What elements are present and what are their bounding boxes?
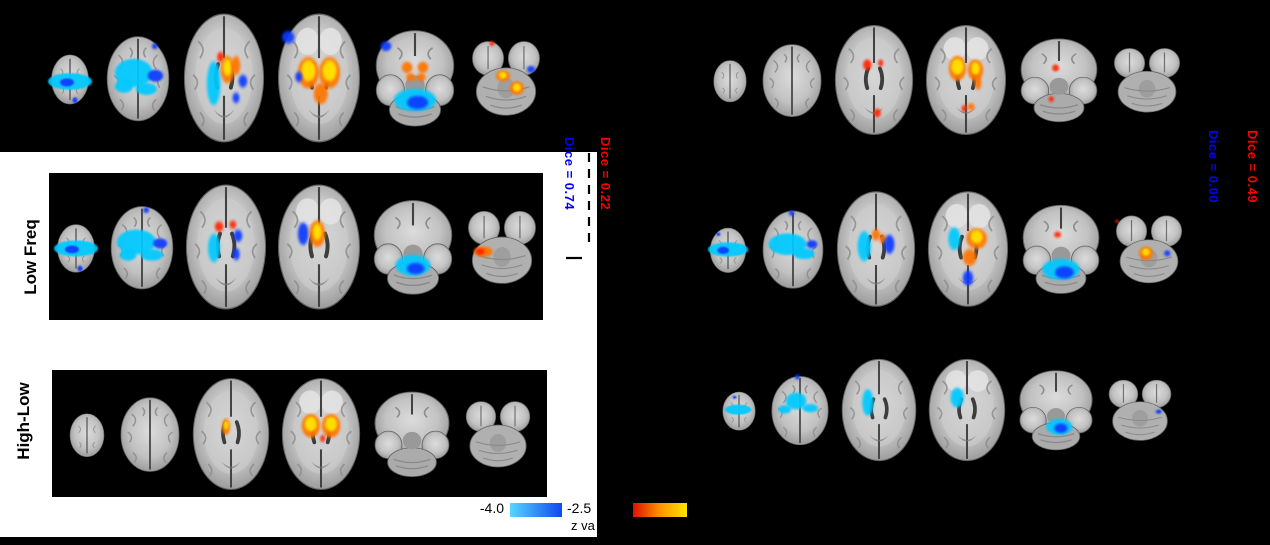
brain-slice [771, 374, 829, 446]
dice-label-left-blue: Dice = 0.74 [562, 137, 577, 211]
brain-slice [713, 60, 747, 103]
brain-slice [69, 412, 105, 457]
brain-slice [374, 391, 450, 477]
brain-slice [185, 183, 267, 310]
dice-label-right-red: Dice = 0.49 [1245, 130, 1260, 204]
brain-slice [277, 183, 361, 310]
brain-slice [927, 191, 1008, 307]
brain-slice [472, 40, 540, 116]
brain-slice [48, 54, 92, 105]
brain-slice [183, 13, 265, 143]
colorbar-axis-label: z va [571, 518, 595, 533]
brain-slice [110, 205, 174, 289]
brain-slice [1113, 48, 1181, 113]
brain-slice [762, 44, 822, 117]
brain-slice [277, 13, 361, 143]
left-low-freq-brain-row [49, 173, 543, 320]
brain-slice [106, 36, 170, 122]
brain-slice [834, 25, 914, 135]
brain-slice [1020, 38, 1098, 123]
brain-slice [465, 400, 531, 467]
brain-slice [281, 377, 361, 490]
dice-label-left-red: Dice = 0.22 [598, 137, 613, 211]
brain-slice [1019, 370, 1093, 451]
right-bottom-brain-row [703, 352, 1190, 468]
brain-slice [468, 210, 536, 284]
left-top-brain-row [45, 8, 545, 148]
brain-slice [1108, 379, 1172, 441]
dice-label-right-blue: Dice = 0.00 [1206, 130, 1221, 204]
colorbar-cool [510, 503, 562, 517]
dashed-separator [566, 153, 591, 260]
brain-slice [373, 199, 453, 295]
colorbar-warm [633, 503, 687, 517]
brain-slice [925, 25, 1007, 135]
row-label-low-freq: Low Freq [21, 219, 40, 295]
brain-slice [1115, 215, 1182, 284]
row-label-high-low: High-Low [14, 382, 33, 460]
left-high-low-brain-row [52, 370, 547, 497]
brain-slice [841, 358, 917, 462]
brain-slice [928, 358, 1006, 462]
brain-slice [1022, 204, 1099, 294]
brain-slice [722, 391, 756, 431]
brain-slice [54, 223, 98, 273]
colorbar-cool-min-label: -4.0 [479, 500, 504, 516]
right-middle-brain-row [700, 183, 1190, 315]
brain-slice [707, 227, 748, 273]
right-top-brain-row [703, 18, 1190, 142]
brain-slice [120, 396, 180, 472]
colorbar-cool-max-label: -2.5 [567, 500, 592, 516]
brain-slice [762, 210, 823, 289]
brain-slice [192, 377, 270, 490]
brain-slice [836, 191, 915, 307]
brain-slice [375, 30, 455, 127]
